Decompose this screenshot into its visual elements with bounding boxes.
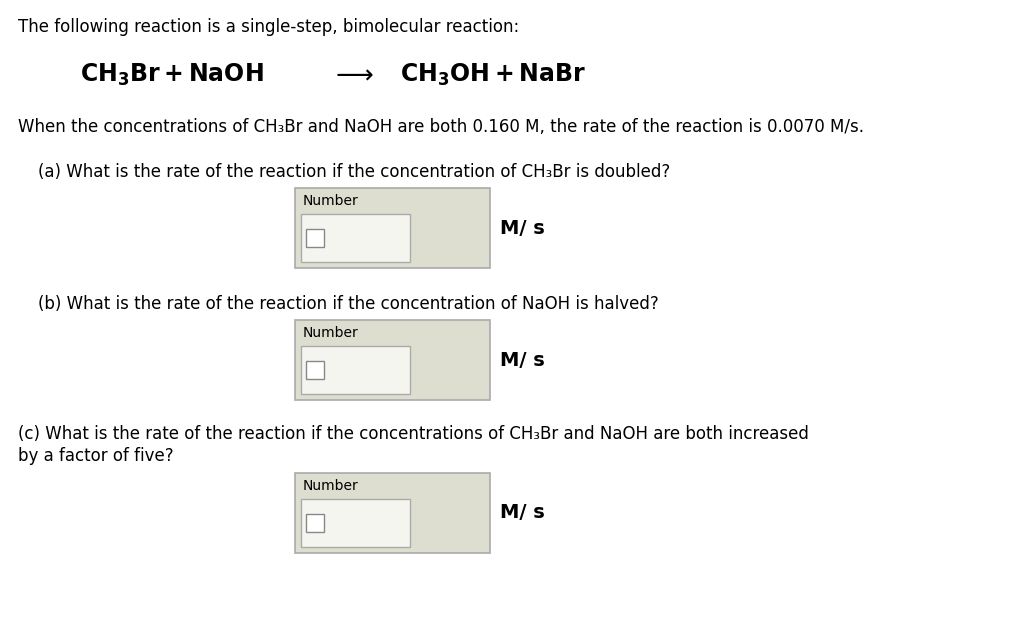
Text: M/ s: M/ s: [500, 218, 544, 237]
Text: The following reaction is a single-step, bimolecular reaction:: The following reaction is a single-step,…: [18, 18, 519, 36]
Text: Number: Number: [303, 479, 359, 493]
FancyBboxPatch shape: [301, 346, 410, 394]
Text: $\mathbf{CH_3Br + NaOH}$: $\mathbf{CH_3Br + NaOH}$: [80, 62, 264, 88]
Text: M/ s: M/ s: [500, 351, 544, 369]
FancyBboxPatch shape: [306, 361, 324, 379]
Text: $\longrightarrow$: $\longrightarrow$: [330, 62, 374, 88]
FancyBboxPatch shape: [295, 320, 490, 400]
Text: M/ s: M/ s: [500, 503, 544, 523]
FancyBboxPatch shape: [301, 214, 410, 262]
FancyBboxPatch shape: [306, 514, 324, 532]
FancyBboxPatch shape: [301, 499, 410, 547]
Text: Number: Number: [303, 326, 359, 340]
Text: When the concentrations of CH₃Br and NaOH are both 0.160 M, the rate of the reac: When the concentrations of CH₃Br and NaO…: [18, 118, 864, 136]
FancyBboxPatch shape: [295, 188, 490, 268]
Text: (b) What is the rate of the reaction if the concentration of NaOH is halved?: (b) What is the rate of the reaction if …: [38, 295, 659, 313]
Text: by a factor of five?: by a factor of five?: [18, 447, 174, 465]
FancyBboxPatch shape: [295, 473, 490, 553]
Text: $\mathbf{CH_3OH + NaBr}$: $\mathbf{CH_3OH + NaBr}$: [400, 62, 586, 88]
FancyBboxPatch shape: [306, 229, 324, 247]
Text: (a) What is the rate of the reaction if the concentration of CH₃Br is doubled?: (a) What is the rate of the reaction if …: [38, 163, 671, 181]
Text: Number: Number: [303, 194, 359, 208]
Text: (c) What is the rate of the reaction if the concentrations of CH₃Br and NaOH are: (c) What is the rate of the reaction if …: [18, 425, 809, 443]
